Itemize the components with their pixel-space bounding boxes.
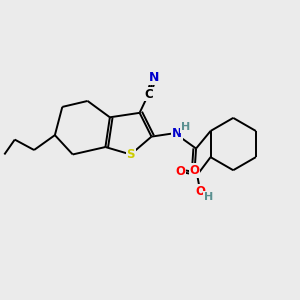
Text: O: O	[195, 185, 205, 198]
Text: S: S	[126, 148, 135, 161]
Text: C: C	[144, 88, 153, 100]
Text: H: H	[181, 122, 190, 132]
Text: O: O	[175, 166, 185, 178]
Text: O: O	[190, 164, 200, 177]
Text: H: H	[204, 192, 213, 202]
Text: N: N	[172, 127, 182, 140]
Text: N: N	[149, 71, 160, 84]
